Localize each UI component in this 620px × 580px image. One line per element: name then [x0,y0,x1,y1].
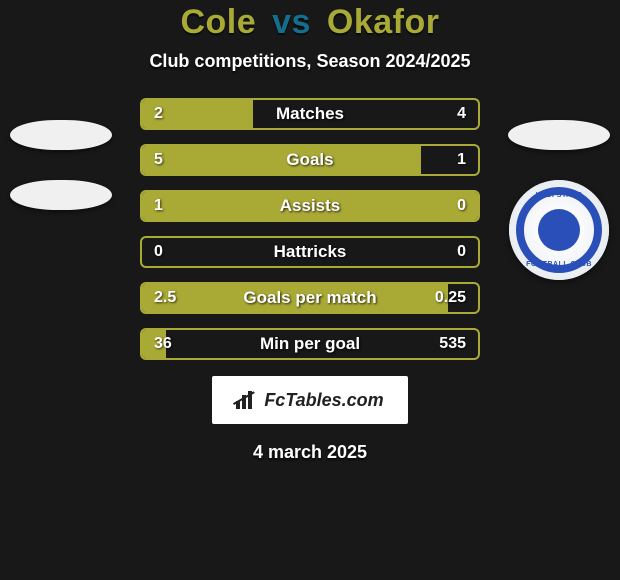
stat-value-left: 36 [154,335,172,353]
player1-photo [10,120,112,150]
stat-value-right: 0.25 [435,289,466,307]
brand-badge[interactable]: FcTables.com [212,376,408,424]
stat-label: Goals per match [243,288,376,308]
brand-text: FcTables.com [264,390,383,411]
stats-bars: 2 Matches 4 5 Goals 1 1 Assists 0 0 Hatt… [140,98,480,360]
stat-row-mpg: 36 Min per goal 535 [140,328,480,360]
stat-label: Min per goal [260,334,360,354]
stat-fill-left [142,146,421,174]
stat-value-right: 535 [439,335,466,353]
ball-icon [538,209,580,251]
player2-photo [508,120,610,150]
stat-label: Goals [286,150,333,170]
player1-club-logo [10,180,112,210]
stat-value-left: 5 [154,151,163,169]
stat-row-goals: 5 Goals 1 [140,144,480,176]
title-player2: Okafor [327,3,440,41]
stat-row-gpm: 2.5 Goals per match 0.25 [140,282,480,314]
title-player1: Cole [180,3,256,41]
chart-icon [236,391,258,409]
right-avatars: LOBI STARS FOOTBALL CLUB [508,120,610,280]
stat-label: Assists [280,196,340,216]
subtitle: Club competitions, Season 2024/2025 [149,51,470,72]
stat-value-left: 2.5 [154,289,176,307]
title-row: Cole vs Okafor [180,4,439,41]
stat-value-left: 0 [154,243,163,261]
stat-value-right: 0 [457,197,466,215]
date-text: 4 march 2025 [253,442,367,463]
stat-value-left: 2 [154,105,163,123]
club-text-bottom: FOOTBALL CLUB [509,261,609,268]
left-avatars [10,120,112,210]
stat-row-hattricks: 0 Hattricks 0 [140,236,480,268]
stat-row-assists: 1 Assists 0 [140,190,480,222]
stat-value-left: 1 [154,197,163,215]
stat-row-matches: 2 Matches 4 [140,98,480,130]
stat-value-right: 1 [457,151,466,169]
title-vs: vs [272,3,311,41]
club-text-top: LOBI STARS [509,192,609,199]
stat-label: Matches [276,104,344,124]
player2-club-logo: LOBI STARS FOOTBALL CLUB [509,180,609,280]
stat-label: Hattricks [274,242,347,262]
stat-value-right: 0 [457,243,466,261]
stat-value-right: 4 [457,105,466,123]
